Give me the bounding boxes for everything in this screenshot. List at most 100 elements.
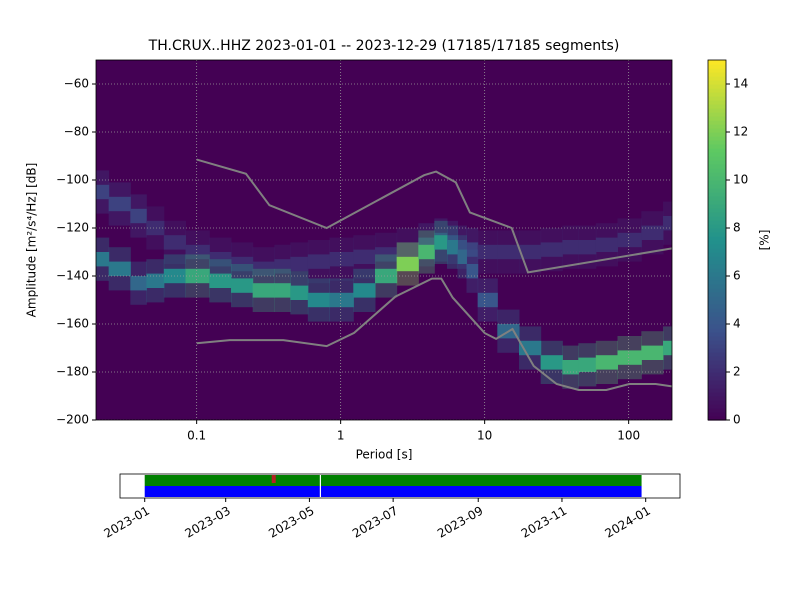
density-cell (108, 196, 131, 212)
colorbar-slice (708, 348, 726, 353)
colorbar-tick-label: 12 (733, 125, 748, 139)
density-cell (329, 252, 354, 267)
y-tick-label: −180 (56, 365, 89, 379)
y-tick-label: −100 (56, 173, 89, 187)
density-cell (595, 237, 618, 252)
colorbar-slice (708, 376, 726, 381)
colorbar-slice (708, 192, 726, 197)
colorbar-slice (708, 328, 726, 333)
colorbar-slice (708, 184, 726, 189)
colorbar-slice (708, 76, 726, 81)
density-cell (353, 249, 376, 264)
colorbar-slice (708, 240, 726, 245)
x-tick-label: 0.1 (187, 429, 206, 443)
density-cell (617, 350, 642, 365)
colorbar-slice (708, 104, 726, 109)
colorbar-slice (708, 280, 726, 285)
density-cell (540, 355, 563, 370)
colorbar-slice (708, 208, 726, 213)
colorbar-slice (708, 244, 726, 249)
colorbar-slice (708, 372, 726, 377)
colorbar-slice (708, 332, 726, 337)
colorbar-slice (708, 96, 726, 101)
colorbar-slice (708, 336, 726, 341)
density-cell (274, 259, 291, 274)
density-cell (209, 252, 232, 267)
density-cell (290, 256, 309, 272)
colorbar-slice (708, 232, 726, 237)
density-cell (146, 273, 165, 288)
colorbar-slice (708, 144, 726, 149)
colorbar-slice (708, 272, 726, 277)
colorbar-slice (708, 140, 726, 145)
colorbar-tick-label: 10 (733, 173, 748, 187)
density-cell (290, 285, 309, 300)
density-cell (540, 242, 563, 257)
colorbar-slice (708, 388, 726, 393)
colorbar-slice (708, 124, 726, 129)
density-cell (185, 244, 210, 260)
density-cell (209, 273, 232, 288)
colorbar-slice (708, 132, 726, 137)
colorbar-slice (708, 100, 726, 105)
colorbar-slice (708, 368, 726, 373)
y-tick-label: −160 (56, 317, 89, 331)
colorbar-slice (708, 116, 726, 121)
colorbar-slice (708, 316, 726, 321)
colorbar-slice (708, 360, 726, 365)
x-tick-label: 10 (477, 429, 492, 443)
density-cell (252, 283, 275, 298)
colorbar-slice (708, 252, 726, 257)
colorbar-slice (708, 60, 726, 65)
density-cell (353, 283, 376, 298)
density-cell (231, 256, 254, 272)
density-cell (375, 247, 398, 262)
colorbar-slice (708, 128, 726, 133)
colorbar-slice (708, 392, 726, 397)
chart-title: TH.CRUX..HHZ 2023-01-01 -- 2023-12-29 (1… (148, 38, 620, 54)
colorbar-slice (708, 384, 726, 389)
density-cell (457, 249, 468, 264)
density-cell (130, 208, 147, 224)
colorbar-slice (708, 356, 726, 361)
colorbar-tick-label: 8 (733, 221, 741, 235)
y-tick-label: −80 (64, 125, 89, 139)
colorbar-slice (708, 292, 726, 297)
density-cell (418, 244, 435, 260)
density-cell (96, 252, 110, 267)
colorbar-slice (708, 120, 726, 125)
density-cell (274, 283, 291, 298)
density-cell (163, 235, 186, 250)
colorbar-slice (708, 216, 726, 221)
colorbar-slice (708, 308, 726, 313)
colorbar-slice (708, 108, 726, 113)
density-cell (252, 261, 275, 276)
density-cell (130, 276, 147, 291)
colorbar-label: [%] (758, 230, 772, 251)
density-cell (663, 216, 672, 231)
density-cell (96, 184, 110, 200)
colorbar-slice (708, 176, 726, 181)
noise-model-line (196, 277, 672, 391)
colorbar-slice (708, 264, 726, 269)
colorbar-slice (708, 80, 726, 85)
density-cell (578, 357, 597, 372)
colorbar-slice (708, 304, 726, 309)
colorbar-slice (708, 220, 726, 225)
density-cell (641, 345, 664, 360)
density-cell (466, 264, 479, 279)
colorbar-slice (708, 276, 726, 281)
colorbar-slice (708, 408, 726, 413)
plot-area (96, 60, 672, 420)
density-cell (641, 225, 664, 240)
plot-frame (95, 59, 673, 421)
colorbar-slice (708, 352, 726, 357)
colorbar-slice (708, 284, 726, 289)
colorbar-slice (708, 344, 726, 349)
coverage-bar (144, 486, 642, 497)
x-tick-label: 100 (617, 429, 640, 443)
colorbar-slice (708, 312, 726, 317)
colorbar-slice (708, 180, 726, 185)
density-cell (307, 292, 330, 308)
colorbar-slice (708, 112, 726, 117)
